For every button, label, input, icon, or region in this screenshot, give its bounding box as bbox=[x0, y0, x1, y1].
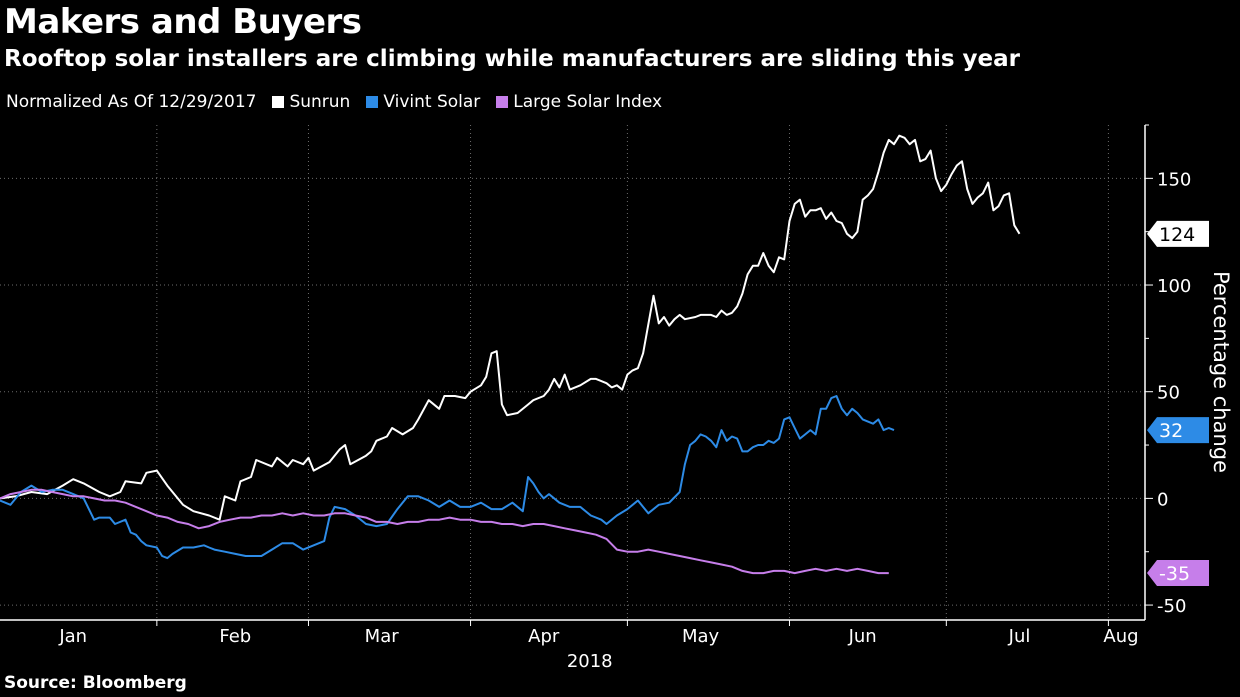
legend-label-vivint-solar: Vivint Solar bbox=[383, 92, 481, 112]
end-label-tag-vivint-solar bbox=[1147, 417, 1209, 444]
x-tick-label: May bbox=[682, 626, 720, 647]
y-tick-label: 0 bbox=[1157, 489, 1168, 510]
legend-item-sunrun: Sunrun bbox=[272, 92, 350, 112]
x-tick-label: Aug bbox=[1103, 626, 1138, 647]
x-tick-label: Feb bbox=[219, 626, 251, 647]
x-tick-label: Jan bbox=[58, 626, 87, 647]
series-line-sunrun bbox=[0, 134, 1021, 521]
end-label-value-sunrun: 124 bbox=[1159, 224, 1195, 246]
legend-item-large-solar-index: Large Solar Index bbox=[496, 92, 662, 112]
legend-label-large-solar-index: Large Solar Index bbox=[513, 92, 663, 112]
x-tick-label: Jul bbox=[1008, 626, 1031, 647]
legend-note: Normalized As Of 12/29/2017 bbox=[6, 92, 257, 112]
legend-label-sunrun: Sunrun bbox=[289, 92, 351, 112]
chart-title: Makers and Buyers bbox=[4, 2, 362, 42]
legend-swatch-sunrun bbox=[272, 96, 285, 108]
legend-swatch-vivint-solar bbox=[366, 96, 379, 108]
x-tick-label: Mar bbox=[365, 626, 400, 647]
legend-item-vivint-solar: Vivint Solar bbox=[366, 92, 480, 112]
y-tick-label: 50 bbox=[1157, 383, 1180, 404]
y-tick-label: 150 bbox=[1157, 169, 1191, 190]
source-note: Source: Bloomberg bbox=[4, 673, 187, 693]
y-tick-label: 100 bbox=[1157, 276, 1191, 297]
end-label-value-large-solar-index: -35 bbox=[1159, 563, 1190, 585]
x-tick-label: Jun bbox=[848, 626, 877, 647]
series-line-vivint-solar bbox=[0, 395, 895, 560]
end-labels: 124 32 -35 bbox=[1147, 220, 1209, 587]
x-tick-label: Apr bbox=[528, 626, 560, 647]
y-tick-label: -50 bbox=[1157, 596, 1186, 617]
chart-subtitle: Rooftop solar installers are climbing wh… bbox=[4, 46, 1020, 72]
legend-swatch-large-solar-index bbox=[496, 96, 509, 108]
series-lines bbox=[0, 134, 1021, 575]
end-label-tag-sunrun bbox=[1147, 220, 1209, 247]
y-axis-title: Percentage change bbox=[1209, 271, 1233, 473]
end-label-value-vivint-solar: 32 bbox=[1159, 420, 1183, 442]
end-label-tag-large-solar-index bbox=[1147, 560, 1209, 587]
axes: -50 0 50 100 150 Jan Feb Mar Apr May Jun Jul Aug 2018… bbox=[0, 124, 1233, 672]
grid bbox=[0, 125, 1145, 620]
x-axis-title: 2018 bbox=[567, 651, 613, 672]
legend: Normalized As Of 12/29/2017 Sunrun Vivin… bbox=[6, 92, 678, 112]
series-line-large-solar-index bbox=[0, 488, 889, 575]
